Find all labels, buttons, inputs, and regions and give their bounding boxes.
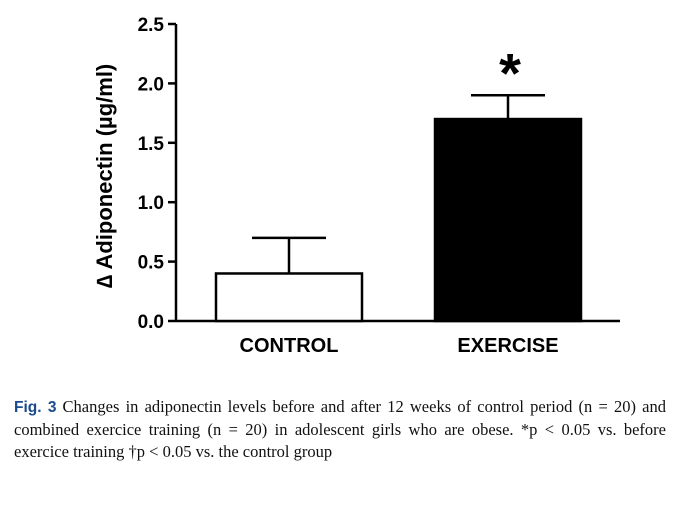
y-tick-label: 2.5 (138, 15, 165, 36)
error-bars (252, 94, 545, 274)
y-tick-label: 1.0 (138, 193, 164, 214)
y-ticks: 0.0 0.5 1.0 1.5 2.0 2.5 (138, 15, 176, 333)
y-tick-label: 1.5 (138, 134, 165, 155)
x-category-label: EXERCISE (457, 335, 558, 357)
figure-label: Fig. 3 (14, 399, 57, 416)
y-tick-label: 2.0 (138, 74, 164, 95)
significance-marker: * (499, 41, 521, 104)
figure-caption: Fig. 3 Changes in adiponectin levels befo… (14, 396, 666, 463)
y-tick-label: 0.0 (138, 312, 164, 333)
bars (214, 117, 583, 323)
x-category-label: CONTROL (240, 335, 339, 357)
caption-text: Changes in adiponectin levels before and… (14, 397, 666, 461)
significance-annotations: * (499, 41, 521, 104)
bar (433, 117, 583, 323)
x-category-labels: CONTROL EXERCISE (240, 335, 559, 357)
bar-chart: 0.0 0.5 1.0 1.5 2.0 2.5 CONTROL EXERCISE * ∆ A… (92, 15, 620, 357)
y-tick-label: 0.5 (138, 253, 165, 274)
y-axis-label: ∆ Adiponectin (µg/ml) (92, 64, 117, 289)
bar (214, 272, 364, 323)
